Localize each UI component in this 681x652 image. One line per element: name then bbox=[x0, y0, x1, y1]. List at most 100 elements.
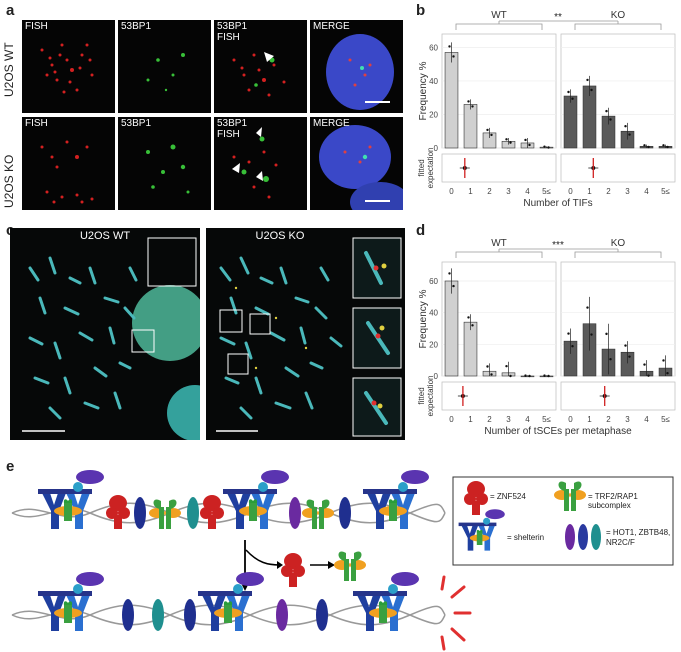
y-tick-label: 20 bbox=[429, 340, 438, 349]
x-tick-label: 0 bbox=[568, 187, 573, 196]
significance-label: *** bbox=[552, 240, 564, 251]
chart-tifs: WT KO ** Frequency % 0 20 40 60 0 1 2 3 4 5≤ 0 1 2 3 4 5≤ fi… bbox=[417, 10, 676, 209]
y-tick-label: 0 bbox=[434, 144, 439, 153]
data-point bbox=[586, 78, 589, 82]
image-wt-53bp1: 53BP1 bbox=[118, 20, 211, 113]
x-tick-label: 2 bbox=[606, 187, 611, 196]
x-tick-label: 5≤ bbox=[661, 415, 670, 424]
x-tick-label: 3 bbox=[506, 187, 511, 196]
expectation-panel bbox=[441, 153, 557, 183]
plot-area bbox=[441, 261, 557, 377]
data-point bbox=[547, 146, 550, 149]
image-wt-fish: FISH bbox=[22, 20, 115, 113]
data-point bbox=[567, 332, 570, 335]
x-tick-label: 4 bbox=[525, 187, 530, 196]
x-axis-label: Number of tSCEs per metaphase bbox=[484, 426, 632, 437]
bar bbox=[563, 95, 578, 149]
panel-label-a: a bbox=[6, 2, 15, 19]
x-tick-label: 4 bbox=[525, 415, 530, 424]
damage-signal-icon bbox=[440, 575, 472, 651]
panel-label-e: e bbox=[6, 458, 15, 475]
data-point bbox=[543, 145, 546, 148]
x-tick-label: 0 bbox=[449, 415, 454, 424]
bar bbox=[539, 375, 554, 378]
expectation-label: expectation bbox=[426, 148, 435, 189]
x-tick-label: 2 bbox=[487, 415, 492, 424]
image-ko-merge: MERGE bbox=[310, 117, 403, 210]
data-point bbox=[448, 272, 451, 275]
bar bbox=[520, 375, 535, 378]
legend-znf524: = ZNF524 bbox=[490, 492, 526, 501]
x-tick-label: 3 bbox=[506, 415, 511, 424]
data-point bbox=[662, 144, 665, 147]
comparison-bracket bbox=[455, 248, 662, 258]
data-point bbox=[505, 138, 508, 141]
expectation-label: fitted bbox=[417, 159, 426, 176]
bar bbox=[463, 321, 478, 377]
y-tick-label: 0 bbox=[434, 372, 439, 381]
data-point bbox=[528, 374, 531, 378]
row-label-wt: U2OS WT bbox=[2, 42, 16, 97]
x-axis-label: Number of TIFs bbox=[523, 198, 592, 209]
expectation-panel bbox=[560, 153, 676, 183]
x-tick-label: 3 bbox=[625, 187, 630, 196]
data-point bbox=[490, 373, 493, 376]
x-tick-label: 1 bbox=[587, 415, 592, 424]
data-point bbox=[543, 374, 546, 377]
tile-label: MERGE bbox=[313, 21, 350, 32]
y-tick-label: 40 bbox=[429, 309, 438, 318]
data-point bbox=[666, 371, 669, 375]
x-tick-label: 5≤ bbox=[542, 415, 551, 424]
data-point bbox=[490, 133, 493, 137]
data-point bbox=[571, 345, 574, 348]
x-tick-label: 0 bbox=[568, 415, 573, 424]
significance-label: ** bbox=[554, 12, 562, 23]
tile-label: MERGE bbox=[313, 118, 350, 129]
x-tick-label: 1 bbox=[468, 415, 473, 424]
x-tick-label: 2 bbox=[487, 187, 492, 196]
group-label-ko: KO bbox=[611, 10, 626, 21]
data-point bbox=[524, 138, 527, 142]
x-tick-label: 4 bbox=[644, 415, 649, 424]
x-tick-label: 1 bbox=[468, 187, 473, 196]
y-tick-label: 40 bbox=[429, 77, 438, 86]
data-point bbox=[467, 100, 470, 103]
y-tick-label: 60 bbox=[429, 43, 438, 52]
bar bbox=[444, 280, 459, 377]
data-point bbox=[505, 364, 508, 368]
metaphase-label-ko: U2OS KO bbox=[255, 230, 305, 242]
data-point bbox=[624, 125, 627, 128]
row-label-ko: U2OS KO bbox=[2, 154, 16, 208]
y-axis-label: Frequency % bbox=[418, 61, 429, 120]
data-point bbox=[643, 363, 646, 366]
data-point bbox=[471, 324, 474, 327]
legend-hot1: = HOT1, ZBTB48, NR2C/F bbox=[606, 528, 671, 547]
data-point bbox=[509, 374, 512, 378]
data-point bbox=[452, 284, 455, 288]
expectation-label: expectation bbox=[426, 376, 435, 417]
data-point bbox=[471, 105, 474, 108]
legend-trf2: = TRF2/RAP1 subcomplex bbox=[588, 492, 638, 510]
data-point bbox=[486, 365, 489, 368]
panel-label-b: b bbox=[416, 2, 426, 19]
x-tick-label: 3 bbox=[625, 415, 630, 424]
tile-label: 53BP1 bbox=[121, 21, 152, 32]
plot-area bbox=[560, 261, 676, 377]
chart-tsces: WT KO *** Frequency % 0 20 40 60 0 1 2 3 4 5≤ 0 1 2 3 4 5≤ f… bbox=[417, 238, 676, 437]
data-point bbox=[547, 374, 550, 378]
data-point bbox=[467, 316, 470, 319]
x-tick-label: 4 bbox=[644, 187, 649, 196]
tile-label: FISH bbox=[25, 21, 48, 32]
data-point bbox=[509, 141, 512, 144]
image-wt-merge: MERGE bbox=[310, 20, 403, 113]
image-metaphase-ko: U2OS KO bbox=[206, 228, 405, 440]
data-point bbox=[662, 359, 665, 362]
x-tick-label: 5≤ bbox=[542, 187, 551, 196]
data-point bbox=[571, 97, 574, 100]
tile-label: 53BP1 FISH bbox=[217, 118, 248, 140]
x-tick-label: 2 bbox=[606, 415, 611, 424]
data-point bbox=[609, 118, 612, 121]
comparison-bracket bbox=[455, 20, 662, 30]
bar bbox=[444, 52, 459, 149]
data-point bbox=[590, 88, 593, 92]
